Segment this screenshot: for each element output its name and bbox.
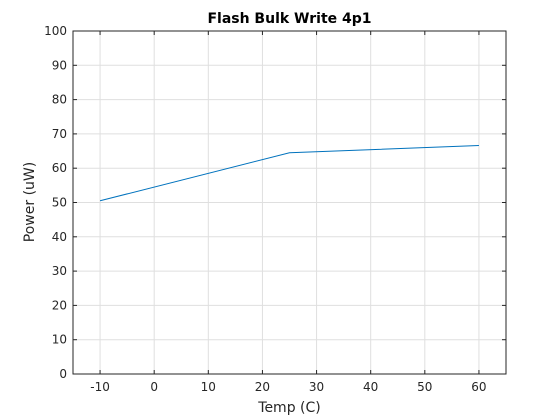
x-axis-label: Temp (C)	[257, 400, 320, 416]
y-tick-label: 40	[52, 230, 67, 244]
x-tick-label: 60	[471, 380, 486, 394]
y-tick-label: 20	[52, 298, 67, 312]
x-tick-label: 20	[255, 380, 270, 394]
x-tick-label: -10	[90, 380, 110, 394]
series-layer	[99, 145, 479, 202]
x-tick-label: 50	[417, 380, 432, 394]
x-tick-label: 10	[201, 380, 216, 394]
y-tick-label: 0	[59, 367, 67, 381]
y-tick-label: 100	[44, 24, 67, 38]
chart-title: Flash Bulk Write 4p1	[207, 11, 371, 27]
x-tick-label: 0	[150, 380, 158, 394]
x-tick-label: 40	[363, 380, 378, 394]
y-tick-label: 10	[52, 333, 67, 347]
ticks: -10 0 10 20 30 40 50 60 0 10 20 30 40 50 60 70 80 90 100	[44, 24, 506, 394]
y-tick-label: 70	[52, 127, 67, 141]
series-line	[99, 145, 479, 202]
y-tick-label: 30	[52, 264, 67, 278]
y-tick-label: 80	[52, 93, 67, 107]
x-tick-label: 30	[309, 380, 324, 394]
y-tick-label: 50	[52, 196, 67, 210]
y-axis-label: Power (uW)	[22, 162, 38, 242]
y-tick-label: 90	[52, 58, 67, 72]
y-tick-label: 60	[52, 161, 67, 175]
